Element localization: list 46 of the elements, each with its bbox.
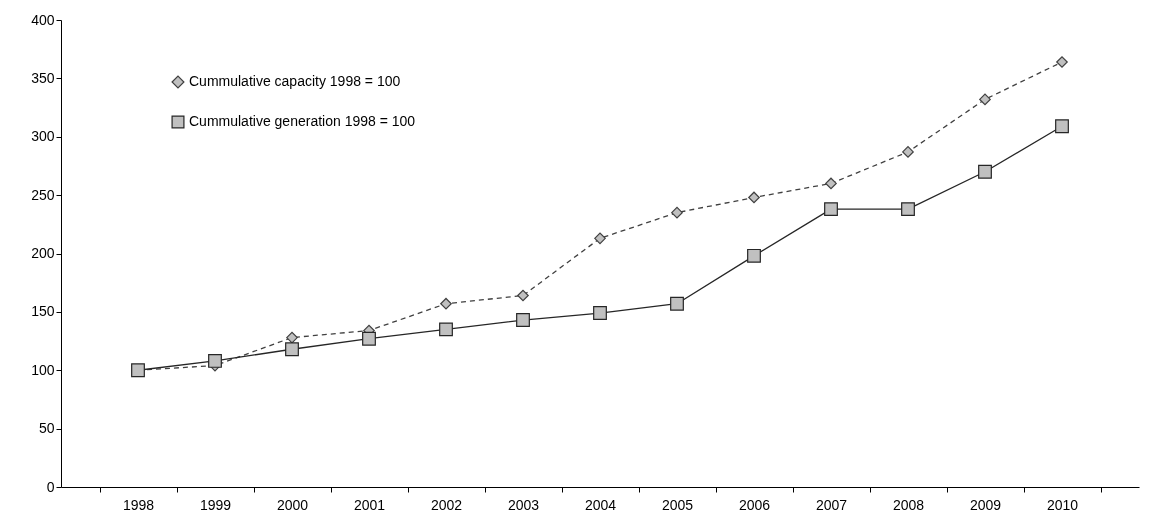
point [824, 202, 838, 217]
x-tick-label: 2010 [1046, 496, 1079, 513]
point [517, 289, 529, 302]
y-tick-label: 150 [31, 303, 55, 320]
y-tick-label: 50 [38, 420, 55, 437]
x-tick-label: 2005 [661, 496, 694, 513]
legend-label: Cummulative generation 1998 = 100 [189, 113, 416, 129]
x-tick-label: 2004 [584, 496, 617, 513]
point [747, 248, 761, 263]
point [902, 146, 914, 158]
point [901, 202, 915, 217]
point [516, 313, 530, 327]
x-tick-label: 2009 [969, 496, 1002, 513]
legend-label: Cummulative capacity 1998 = 100 [189, 73, 401, 89]
x-tick-label: 1998 [122, 496, 155, 513]
x-tick-label: 2006 [738, 496, 771, 513]
y-tick-label: 350 [31, 69, 55, 86]
point [671, 206, 683, 219]
x-tick-label: 2000 [276, 496, 309, 513]
point [285, 342, 299, 357]
x-tick-label: 1999 [199, 496, 232, 513]
point [979, 93, 991, 106]
point [439, 322, 453, 337]
point [594, 232, 606, 245]
y-tick-label: 100 [31, 361, 55, 378]
point [1055, 119, 1069, 134]
point [208, 353, 222, 368]
x-tick-label: 2001 [353, 496, 386, 513]
y-tick-label: 400 [31, 11, 55, 28]
point [978, 164, 992, 179]
y-tick-label: 300 [31, 128, 55, 145]
point [1056, 56, 1068, 68]
point [670, 296, 684, 311]
point [440, 297, 452, 310]
x-tick-label: 2002 [430, 496, 463, 513]
x-tick-label: 2008 [892, 496, 925, 513]
y-tick-label: 200 [31, 245, 55, 261]
point [362, 331, 376, 346]
y-tick-label: 0 [46, 478, 55, 495]
y-tick-label: 250 [31, 186, 55, 203]
point [748, 191, 760, 204]
x-tick-label: 2003 [507, 496, 540, 513]
point [825, 177, 837, 190]
x-tick-label: 2007 [815, 496, 848, 513]
point [286, 331, 298, 344]
point [593, 306, 607, 320]
